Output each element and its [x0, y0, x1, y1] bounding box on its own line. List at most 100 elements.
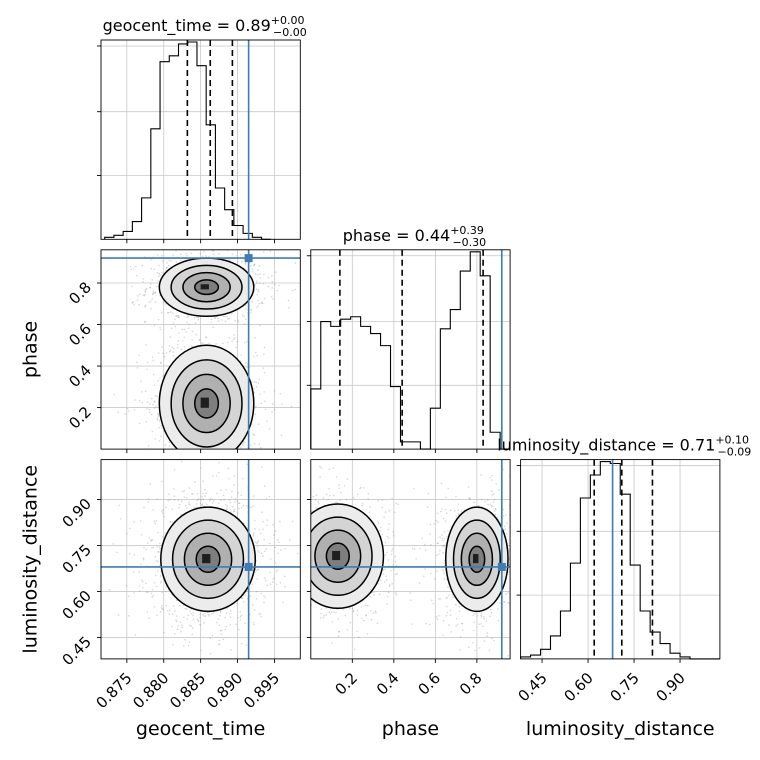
sample-point [467, 486, 470, 488]
sample-point [230, 511, 232, 513]
sample-point [210, 465, 212, 467]
sample-point [156, 395, 158, 398]
sample-point [258, 265, 261, 267]
sample-point [303, 527, 305, 529]
sample-point [282, 525, 284, 527]
sample-point [393, 535, 395, 537]
sample-point [193, 453, 195, 455]
sample-point [175, 243, 177, 245]
sample-point [187, 644, 190, 647]
sample-point [286, 532, 288, 534]
contour-line [160, 506, 257, 613]
sample-point [437, 553, 440, 555]
sample-point [183, 449, 185, 451]
sample-point [455, 603, 457, 606]
contour-line [170, 359, 243, 448]
sample-point [172, 605, 175, 607]
sample-point [202, 485, 204, 487]
sample-point [222, 494, 225, 496]
sample-point [253, 356, 255, 358]
sample-point [111, 479, 113, 481]
sample-point [490, 479, 493, 481]
sample-point [202, 480, 205, 482]
sample-point [153, 324, 156, 327]
sample-point [144, 290, 147, 292]
sample-point [200, 504, 203, 507]
sample-point [239, 619, 242, 621]
sample-point [150, 413, 153, 416]
sample-point [384, 511, 387, 513]
sample-point [174, 610, 176, 612]
sample-point [275, 271, 277, 273]
sample-point [328, 468, 331, 471]
sample-point [133, 554, 136, 556]
sample-point [168, 445, 171, 447]
sample-point [245, 304, 247, 307]
sample-point [436, 554, 438, 557]
sample-point [156, 285, 158, 288]
sample-point [259, 532, 262, 535]
sample-point [433, 523, 435, 525]
sample-point [233, 501, 236, 503]
sample-point [174, 462, 176, 464]
sample-point [314, 487, 316, 489]
sample-point [199, 502, 202, 505]
sample-point [230, 450, 232, 452]
sample-point [263, 297, 266, 300]
sample-point [214, 317, 217, 319]
sample-point [441, 537, 444, 540]
sample-point [188, 467, 190, 469]
sample-point [145, 344, 147, 346]
sample-point [160, 582, 162, 584]
sample-point [427, 492, 430, 495]
sample-point [366, 604, 369, 607]
sample-point [213, 456, 215, 458]
sample-point [178, 316, 180, 319]
sample-point [394, 555, 397, 558]
sample-point [187, 327, 190, 329]
sample-point [118, 504, 121, 507]
y-tick-label: 0.6 [65, 320, 95, 350]
sample-point [255, 381, 258, 384]
sample-point [153, 268, 156, 271]
sample-point [271, 287, 273, 289]
sample-point [477, 504, 480, 507]
sample-point [338, 484, 340, 486]
sample-point [171, 312, 174, 314]
sample-point [277, 552, 279, 555]
sample-point [162, 352, 165, 354]
sample-point [359, 486, 362, 489]
truth-marker [244, 254, 253, 263]
sample-point [138, 422, 141, 425]
sample-point [387, 591, 390, 594]
sample-point [443, 538, 446, 540]
sample-point [160, 605, 163, 607]
sample-point [188, 641, 191, 643]
sample-point [366, 670, 368, 672]
sample-point [242, 601, 245, 603]
sample-point [253, 442, 256, 445]
sample-point [490, 611, 493, 614]
sample-point [499, 601, 501, 604]
sample-point [276, 289, 278, 292]
sample-point [196, 492, 199, 495]
sample-point [153, 582, 156, 584]
sample-point [254, 541, 257, 544]
sample-point [187, 315, 190, 318]
sample-point [492, 501, 495, 503]
sample-point [379, 579, 382, 582]
sample-point [205, 255, 207, 258]
sample-point [390, 570, 392, 572]
sample-point [145, 582, 147, 585]
sample-point [284, 547, 286, 550]
sample-point [504, 525, 506, 528]
contour-line [193, 388, 220, 419]
sample-point [141, 401, 144, 404]
sample-point [302, 556, 304, 558]
sample-point [252, 533, 255, 536]
sample-point [274, 530, 277, 532]
sample-point [148, 617, 151, 619]
sample-point [357, 636, 360, 639]
sample-point [367, 492, 370, 495]
sample-point [151, 356, 154, 358]
